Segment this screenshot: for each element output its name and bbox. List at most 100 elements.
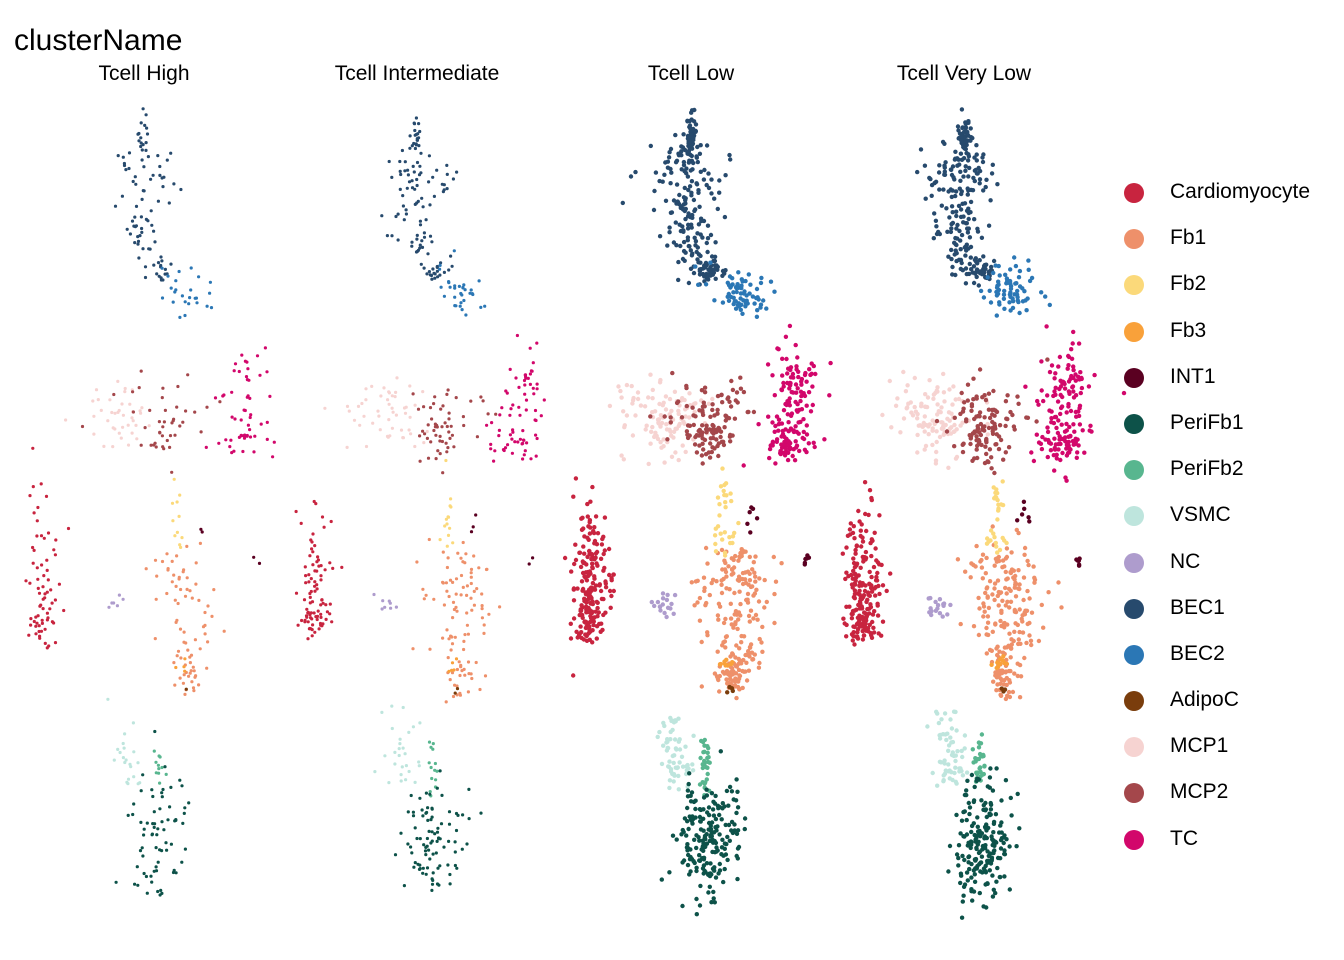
cell-point <box>106 419 110 423</box>
cell-point <box>813 371 818 377</box>
cell-point <box>722 558 727 563</box>
cell-point <box>191 665 195 669</box>
cell-point <box>853 551 858 556</box>
cell-point <box>175 530 179 535</box>
cell-point <box>117 408 121 413</box>
cell-point <box>200 530 204 534</box>
cell-point <box>753 579 758 584</box>
cell-point <box>990 431 996 436</box>
cell-point <box>163 765 167 769</box>
cell-point <box>322 525 326 529</box>
legend-label: Fb3 <box>1170 318 1207 342</box>
cell-point <box>437 883 441 887</box>
cell-point <box>592 576 597 581</box>
cell-point <box>807 367 812 372</box>
cell-point <box>964 788 969 793</box>
cell-point <box>993 263 998 268</box>
cell-point <box>531 361 535 365</box>
cell-point <box>323 406 327 410</box>
cell-point <box>852 536 857 541</box>
cell-point <box>660 602 665 607</box>
cell-point <box>950 264 955 270</box>
cell-point <box>728 404 734 409</box>
cell-point <box>699 684 704 689</box>
cell-point <box>459 593 463 597</box>
cell-point <box>696 190 701 195</box>
cell-point <box>676 716 681 721</box>
cell-point <box>193 296 197 300</box>
cell-point <box>311 563 315 567</box>
cell-point <box>154 865 158 869</box>
cell-point <box>417 867 422 872</box>
cell-point <box>923 392 928 397</box>
cell-point <box>665 437 670 442</box>
cell-point <box>1003 569 1008 575</box>
cell-point <box>699 453 705 458</box>
legend-label: Fb1 <box>1170 226 1207 250</box>
cell-point <box>673 132 678 138</box>
cell-point <box>139 121 143 125</box>
cell-point <box>663 394 669 399</box>
cell-point <box>729 378 734 384</box>
cell-point <box>861 557 866 562</box>
cell-point <box>760 649 765 654</box>
cell-point <box>138 234 142 238</box>
cell-point <box>390 175 394 179</box>
cell-point <box>1007 694 1013 700</box>
cell-point <box>863 583 868 588</box>
cell-point <box>539 414 543 418</box>
cell-point <box>802 447 808 452</box>
cell-point <box>953 156 958 161</box>
cell-point <box>619 395 624 400</box>
cell-point <box>738 307 743 312</box>
cell-point <box>1052 436 1057 441</box>
cell-point <box>171 419 175 423</box>
cell-point <box>973 759 978 764</box>
cell-point <box>752 301 757 306</box>
cell-point <box>421 871 425 875</box>
cell-point <box>485 567 489 571</box>
cell-point <box>590 565 595 571</box>
cell-point <box>933 218 939 223</box>
cell-point <box>478 687 482 692</box>
cell-point <box>729 622 734 627</box>
cell-point <box>152 749 156 753</box>
cell-point <box>719 590 725 596</box>
cell-point <box>469 567 474 572</box>
cell-point <box>716 871 721 876</box>
cell-point <box>971 624 977 629</box>
cell-point <box>458 691 462 695</box>
cell-point <box>781 442 787 447</box>
cell-point <box>795 355 800 360</box>
cell-point <box>968 436 973 441</box>
cell-point <box>431 175 435 179</box>
cell-point <box>701 575 707 580</box>
cell-point <box>430 888 434 893</box>
cluster-points-fb1 <box>144 541 226 697</box>
cell-point <box>303 620 307 624</box>
cell-point <box>450 671 455 675</box>
cell-point <box>648 414 653 419</box>
cell-point <box>272 440 276 444</box>
cell-point <box>1008 655 1013 660</box>
cell-point <box>121 155 125 159</box>
cell-point <box>872 609 877 614</box>
cell-point <box>1001 457 1006 462</box>
cell-point <box>750 294 756 299</box>
cell-point <box>953 758 958 764</box>
cell-point <box>867 611 872 616</box>
cell-point <box>177 514 181 519</box>
cell-point <box>425 429 429 434</box>
cell-point <box>455 866 459 870</box>
cell-point <box>663 160 668 165</box>
cell-point <box>522 438 526 442</box>
cell-point <box>705 750 710 755</box>
cell-point <box>387 418 391 422</box>
cell-point <box>708 260 713 265</box>
cell-point <box>958 178 963 183</box>
cell-point <box>445 565 449 570</box>
cell-point <box>1046 590 1051 595</box>
cell-point <box>722 530 727 535</box>
cell-point <box>735 789 740 794</box>
cell-point <box>948 717 953 722</box>
